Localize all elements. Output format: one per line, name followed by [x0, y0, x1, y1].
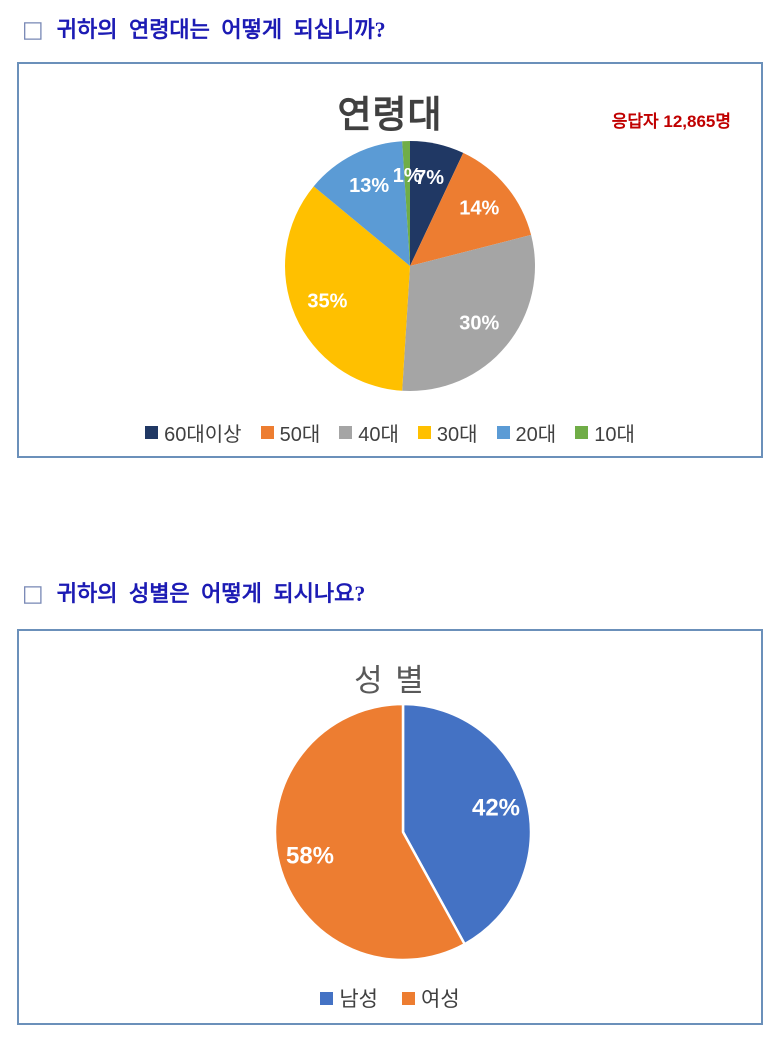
- question-age-text: 귀하의 연령대는 어떻게 되십니까?: [56, 17, 386, 42]
- legend-item-20대: 20대: [496, 418, 557, 447]
- legend-item-50대: 50대: [260, 418, 321, 447]
- legend-label: 여성: [421, 988, 460, 1011]
- legend-label: 30대: [436, 424, 478, 446]
- data-label-50대: 14%: [459, 198, 499, 220]
- legend-item-여성: 여성: [402, 983, 460, 1013]
- gender-chart-panel: 성 별 42% 58% 남성 여성: [17, 629, 763, 1025]
- age-pie-chart: 7% 14% 30% 35% 13% 1%: [285, 141, 535, 391]
- data-label-20대: 13%: [349, 175, 389, 197]
- legend-label: 20대: [515, 424, 557, 446]
- pie-slice-여성: [273, 702, 466, 962]
- pie-slice-40대: [402, 234, 535, 391]
- question-gender-text: 귀하의 성별은 어떻게 되시나요?: [56, 581, 366, 606]
- legend-swatch-icon: [339, 426, 353, 439]
- legend-label: 남성: [339, 988, 378, 1011]
- respondents-note: 응답자 12,865명: [611, 112, 731, 131]
- pie-slice-50대: [410, 152, 532, 266]
- pie-slice-10대: [402, 141, 410, 266]
- gender-chart-title: 성 별: [354, 663, 426, 698]
- legend-label: 50대: [279, 424, 321, 446]
- data-label-여성: 58%: [286, 842, 334, 869]
- gender-legend: 남성 여성: [19, 983, 761, 1013]
- legend-label: 10대: [594, 424, 635, 446]
- pie-slice-30대: [285, 186, 410, 391]
- square-bullet-icon: □: [22, 17, 44, 43]
- pie-slice-60대이상: [410, 141, 464, 266]
- legend-swatch-icon: [402, 991, 415, 1005]
- legend-swatch-icon: [260, 426, 274, 439]
- legend-swatch-icon: [145, 426, 159, 439]
- legend-item-40대: 40대: [339, 418, 399, 447]
- legend-item-30대: 30대: [417, 418, 478, 447]
- data-label-30대: 35%: [307, 291, 347, 313]
- legend-item-60대이상: 60대이상: [145, 418, 242, 447]
- data-label-60대이상: 7%: [415, 167, 444, 189]
- legend-swatch-icon: [575, 426, 589, 439]
- data-label-40대: 30%: [459, 312, 499, 334]
- legend-item-남성: 남성: [320, 983, 378, 1013]
- legend-item-10대: 10대: [575, 418, 635, 447]
- question-age: □ 귀하의 연령대는 어떻게 되십니까?: [22, 16, 386, 44]
- legend-swatch-icon: [496, 426, 510, 439]
- pie-slice-남성: [401, 702, 533, 946]
- legend-label: 40대: [358, 424, 399, 446]
- age-chart-panel: 연령대 응답자 12,865명 7% 14% 30% 35% 13% 1% 60대이상 50…: [17, 62, 763, 458]
- square-bullet-icon: □: [22, 581, 44, 607]
- data-label-남성: 42%: [472, 795, 520, 822]
- age-legend: 60대이상 50대 40대 30대 20대 10대: [19, 418, 761, 447]
- pie-slice-20대: [313, 141, 410, 266]
- gender-pie-chart: 42% 58%: [273, 702, 533, 962]
- legend-label: 60대이상: [164, 424, 242, 446]
- legend-swatch-icon: [320, 991, 334, 1005]
- legend-swatch-icon: [417, 426, 431, 439]
- question-gender: □ 귀하의 성별은 어떻게 되시나요?: [22, 580, 365, 608]
- data-label-10대: 1%: [393, 165, 422, 187]
- age-chart-title: 연령대: [337, 94, 443, 135]
